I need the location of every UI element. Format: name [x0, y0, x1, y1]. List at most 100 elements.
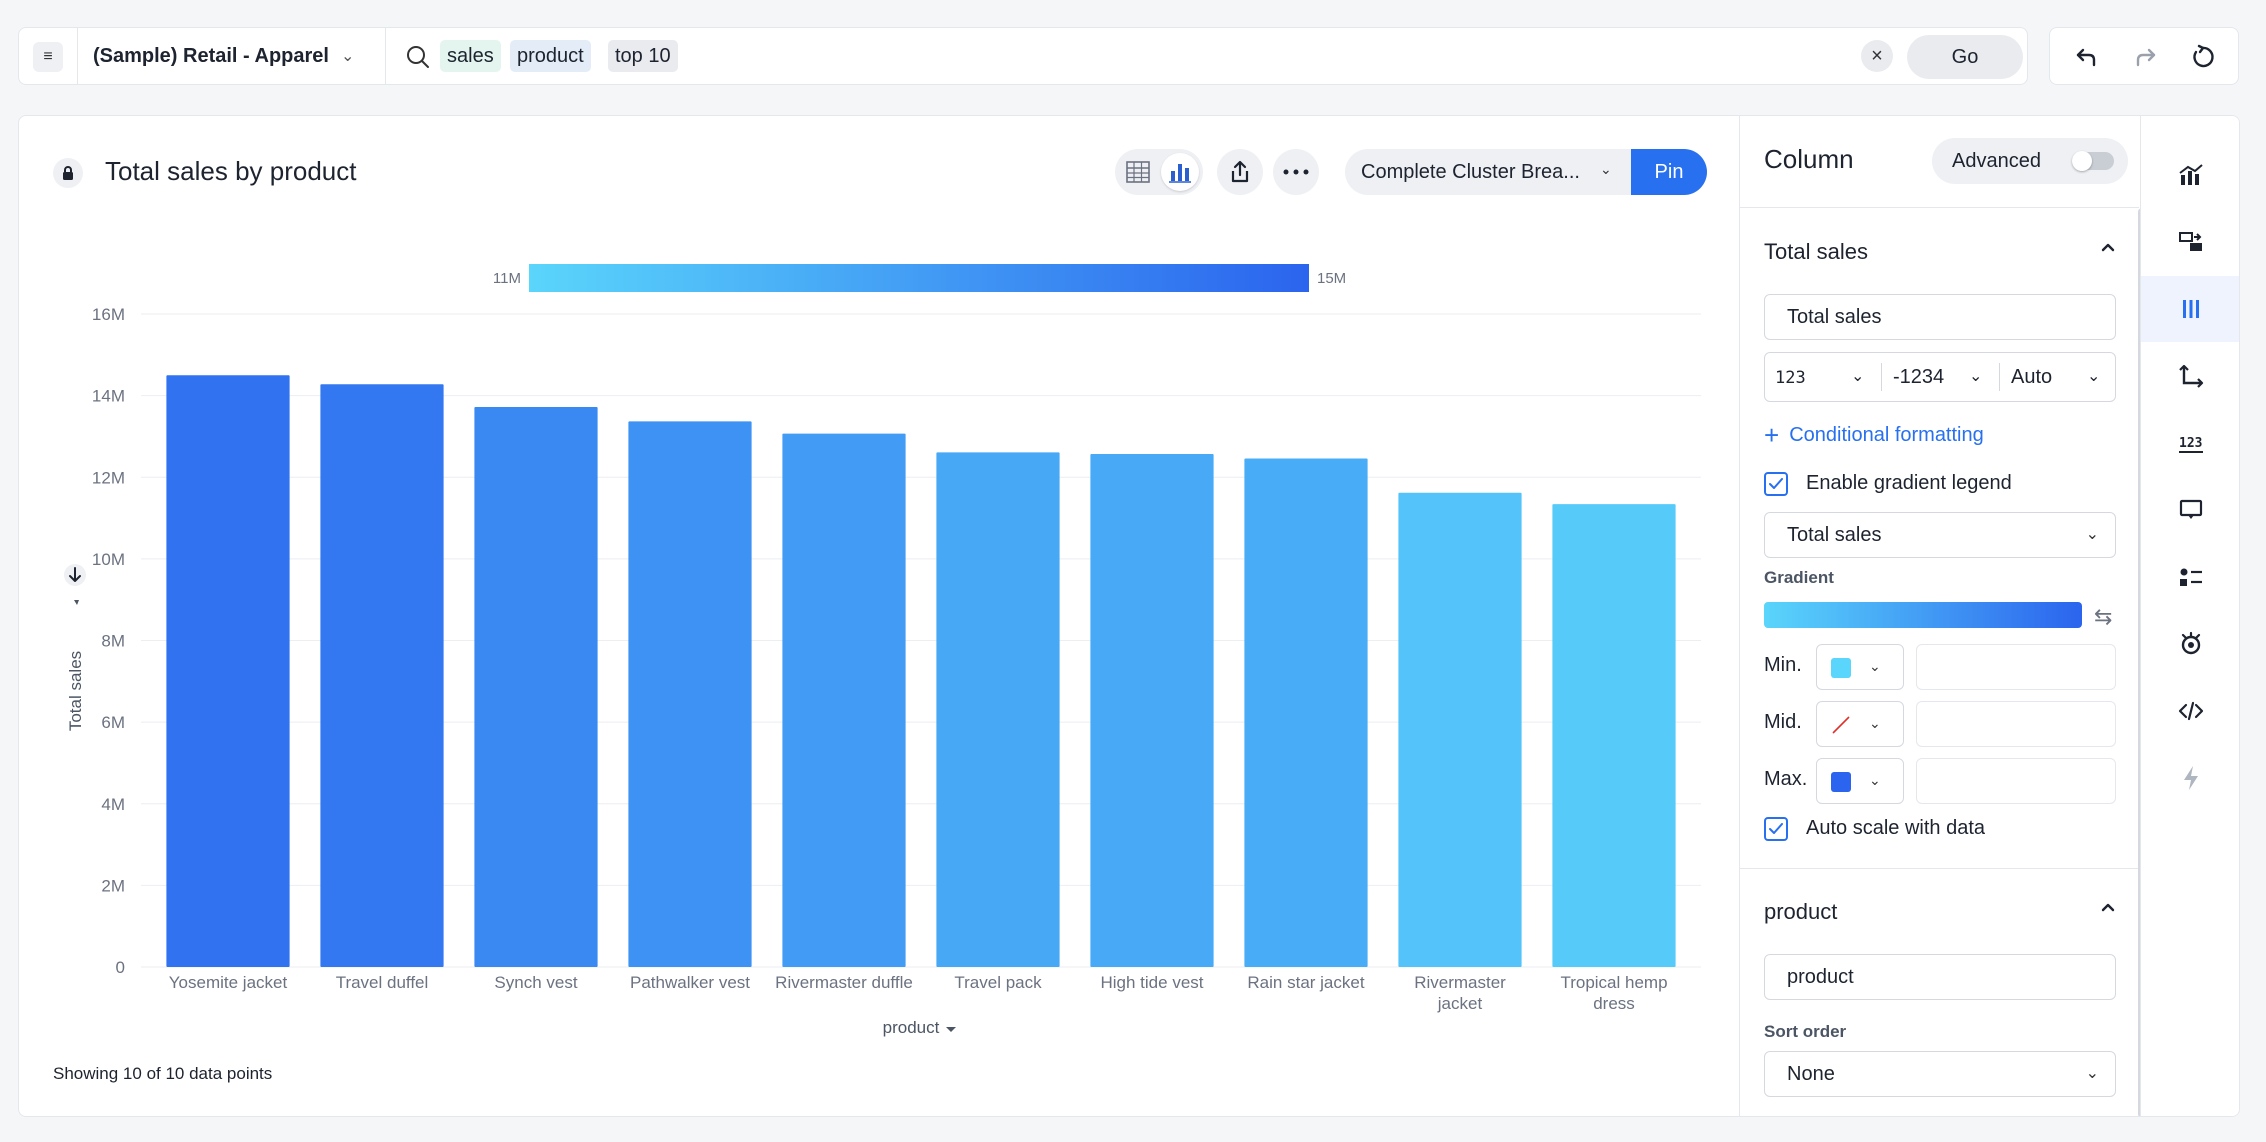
x-axis-title[interactable]: product [883, 1018, 940, 1037]
bar[interactable] [320, 384, 444, 967]
gradient-legend-min-label: 11M [493, 270, 521, 287]
share-icon[interactable] [1217, 149, 1263, 195]
y-axis-title[interactable]: Total sales [66, 651, 85, 731]
datasource-selector[interactable]: (Sample) Retail - Apparel [93, 45, 329, 67]
search-bar: ≡ (Sample) Retail - Apparel ⌄ sales prod… [18, 27, 2028, 85]
plus-icon: + [1764, 420, 1780, 450]
divider [1999, 363, 2000, 391]
svg-text:123: 123 [2179, 436, 2202, 451]
divider [77, 28, 78, 84]
chart-view-icon[interactable] [1161, 153, 1199, 191]
advanced-label: Advanced [1952, 150, 2041, 172]
spotter-icon[interactable] [2141, 611, 2239, 677]
chevron-down-icon: ⌄ [2085, 526, 2099, 543]
bar[interactable] [1244, 458, 1368, 967]
format-units-select[interactable]: Auto [2011, 366, 2053, 388]
min-value-input[interactable] [1916, 644, 2116, 690]
x-tick-label: Rain star jacket [1247, 973, 1364, 992]
column-name-input[interactable]: Total sales [1764, 294, 2116, 340]
table-view-icon[interactable] [1119, 153, 1157, 191]
chevron-up-icon[interactable] [2098, 897, 2118, 922]
lock-icon [53, 158, 83, 188]
pin-button[interactable]: Pin [1631, 149, 1707, 195]
max-value-input[interactable] [1916, 758, 2116, 804]
chevron-down-icon: ⌄ [1869, 715, 1881, 731]
sort-order-label: Sort order [1764, 1022, 1847, 1041]
search-token[interactable]: sales [440, 40, 501, 72]
redo-icon[interactable] [2130, 42, 2160, 72]
chevron-down-icon[interactable]: ⌄ [1600, 161, 1612, 177]
max-color-picker[interactable]: ⌄ [1816, 758, 1904, 804]
bar[interactable] [1398, 492, 1522, 967]
y-axis-caret-icon[interactable] [74, 600, 79, 605]
product-name-input[interactable]: product [1764, 954, 2116, 1000]
gradient-column-value: Total sales [1787, 524, 1882, 546]
y-tick-label: 4M [101, 795, 125, 814]
chart-type-icon[interactable] [2141, 142, 2239, 208]
mid-color-picker[interactable]: ⌄ [1816, 701, 1904, 747]
chevron-down-icon[interactable]: ⌄ [341, 48, 355, 65]
bar[interactable] [628, 421, 752, 967]
advanced-switch[interactable] [2072, 151, 2114, 171]
min-color-picker[interactable]: ⌄ [1816, 644, 1904, 690]
search-token[interactable]: product [510, 40, 591, 72]
gradient-preview [1764, 602, 2082, 628]
number-format-icon[interactable]: 123 [2141, 410, 2239, 476]
y-tick-label: 8M [101, 632, 125, 651]
gradient-legend-max-label: 15M [1317, 270, 1346, 287]
embed-icon[interactable] [2141, 678, 2239, 744]
section-title-total-sales[interactable]: Total sales [1764, 239, 1868, 264]
y-axis-sort-icon[interactable] [64, 564, 86, 586]
more-options-icon[interactable] [1273, 149, 1319, 195]
auto-scale-checkbox[interactable] [1764, 817, 1788, 841]
bar[interactable] [782, 433, 906, 967]
divider [385, 28, 386, 84]
conditional-formatting-link[interactable]: + Conditional formatting [1764, 420, 1984, 451]
chevron-down-icon[interactable]: ⌄ [2087, 368, 2101, 385]
format-category-select[interactable]: 123 [1775, 353, 1806, 401]
axes-icon[interactable] [2141, 343, 2239, 409]
mid-label: Mid. [1764, 711, 1802, 733]
sort-order-select[interactable]: None ⌄ [1764, 1051, 2116, 1097]
chevron-down-icon[interactable]: ⌄ [1969, 368, 1983, 385]
gradient-column-select[interactable]: Total sales ⌄ [1764, 512, 2116, 558]
min-label: Min. [1764, 654, 1802, 676]
go-button[interactable]: Go [1907, 35, 2023, 79]
bar-chart: 11M 15M 0 2M 4M 6M 8M 10M 12M 14M 16M Yosemite j… [64, 264, 1701, 1037]
chevron-down-icon[interactable]: ⌄ [1851, 368, 1865, 385]
configure-icon[interactable] [2141, 209, 2239, 275]
advanced-toggle[interactable]: Advanced [1932, 138, 2128, 184]
menu-icon[interactable]: ≡ [33, 42, 63, 72]
format-negative-select[interactable]: -1234 [1893, 366, 1945, 388]
bar[interactable] [166, 375, 290, 967]
bar[interactable] [1552, 504, 1676, 967]
swap-icon[interactable]: ⇆ [2094, 604, 2113, 629]
clear-search-icon[interactable]: × [1861, 40, 1893, 72]
chevron-up-icon[interactable] [2098, 237, 2118, 262]
x-axis-caret-icon[interactable] [946, 1027, 956, 1032]
column-settings-icon[interactable] [2141, 276, 2239, 342]
bar[interactable] [936, 452, 1060, 967]
reset-icon[interactable] [2188, 42, 2218, 72]
gradient-legend-checkbox[interactable] [1764, 472, 1788, 496]
chart-title[interactable]: Total sales by product [105, 156, 357, 186]
chevron-down-icon: ⌄ [2085, 1065, 2099, 1082]
tooltip-icon[interactable] [2141, 477, 2239, 543]
pinboard-select[interactable]: Complete Cluster Brea... [1345, 149, 1635, 195]
bar[interactable] [474, 407, 598, 967]
bar[interactable] [1090, 453, 1214, 967]
auto-scale-label: Auto scale with data [1806, 817, 1985, 839]
mid-value-input[interactable] [1916, 701, 2116, 747]
undo-icon[interactable] [2072, 42, 2102, 72]
chevron-down-icon: ⌄ [1869, 658, 1881, 674]
search-token[interactable]: top 10 [608, 40, 678, 72]
y-tick-label: 2M [101, 876, 125, 895]
format-category-label: 123 [1775, 368, 1806, 388]
color-swatch [1831, 658, 1851, 678]
panel-header: Column Advanced [1740, 116, 2139, 208]
lightning-icon[interactable] [2141, 745, 2239, 811]
y-tick-label: 16M [92, 305, 125, 324]
legend-icon[interactable] [2141, 544, 2239, 610]
section-title-product[interactable]: product [1764, 899, 1838, 924]
x-tick-label: High tide vest [1101, 973, 1204, 992]
